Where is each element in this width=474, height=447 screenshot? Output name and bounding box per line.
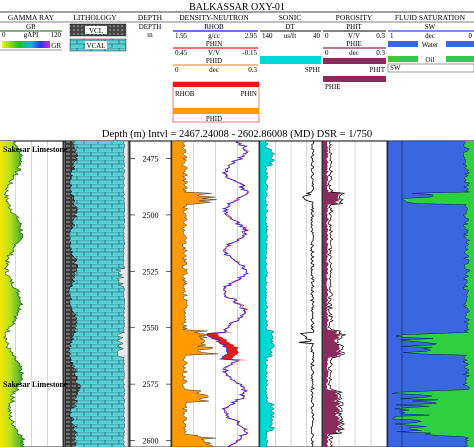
- header-density-neutron: DENSITY-NEUTRON RHOB 1.95 g/cc 2.95 PHIN…: [172, 13, 260, 123]
- phit-min: 0: [325, 32, 329, 40]
- phie-fill: [323, 141, 343, 447]
- track-headers: GAMMA RAY GR 0 gAPI 120 GR LITHOLOGY VCL…: [0, 11, 474, 123]
- vcal-legend-label: VCAL: [86, 42, 105, 50]
- chart-title: BALKASSAR OXY-01: [189, 2, 285, 13]
- dt-curve-name: DT: [285, 23, 295, 31]
- phin-min: 0.45: [175, 49, 188, 57]
- sw-max: 0: [469, 32, 473, 40]
- log-body: [0, 140, 474, 447]
- gr-min: 0: [2, 31, 6, 39]
- phid-unit: dec: [209, 66, 219, 74]
- fill-legend-phin: PHIN: [241, 90, 257, 98]
- dt-unit: us/ft: [284, 32, 297, 40]
- phin-max: -0.15: [242, 49, 257, 57]
- phid-min: 0: [175, 66, 179, 74]
- oil-fill-swatch: [388, 56, 418, 62]
- fill-legend-rhob: RHOB: [175, 90, 195, 98]
- header-sonic: SONIC DT 140 us/ft 40 SPHI: [260, 13, 321, 74]
- formation-label-top: Sakesar Limestone: [3, 145, 68, 154]
- sw-unit: dec: [425, 32, 435, 40]
- header-label-density-neutron: DENSITY-NEUTRON: [179, 13, 249, 22]
- phie-unit: dec: [349, 49, 359, 57]
- dt-curve: [298, 140, 315, 447]
- water-fill: [387, 140, 471, 447]
- header-porosity: POROSITY PHIT 0 V/V 0.3 PHIE 0 dec 0.3 P…: [323, 13, 386, 91]
- water-fill-label: Water: [422, 41, 439, 49]
- phit-max: 0.3: [376, 32, 385, 40]
- rhob-min: 1.95: [175, 32, 188, 40]
- header-depth: DEPTH DEPTH m: [138, 13, 163, 39]
- header-label-sonic: SONIC: [279, 13, 302, 22]
- chart-subtitle: Depth (m) Intvl = 2467.24008 - 2602.8600…: [102, 129, 372, 140]
- fill-legend-phid: PHID: [206, 115, 222, 123]
- dt-min: 140: [262, 32, 273, 40]
- depth-unit: m: [147, 31, 153, 39]
- phie-fill-swatch: [323, 76, 386, 82]
- depth-tick-label: 2575: [143, 380, 159, 389]
- vcl-fill-right: [115, 140, 129, 447]
- water-fill-swatch: [388, 41, 418, 47]
- phid-fill: [171, 140, 219, 447]
- oil-fill-label: Oil: [426, 56, 435, 64]
- phie-curve-name: PHIE: [346, 40, 362, 48]
- phie-min: 0: [325, 49, 329, 57]
- dt-max: 40: [313, 32, 321, 40]
- header-lithology: LITHOLOGY VCL VCAL: [69, 13, 127, 52]
- rhob-unit: g/cc: [208, 32, 220, 40]
- phin-curve-name: PHIN: [206, 40, 222, 48]
- sphi-fill-swatch: [260, 56, 321, 64]
- phie-fill-label: PHIE: [325, 83, 341, 91]
- gr-color-bar: [2, 41, 50, 48]
- phid-curve-name: PHID: [206, 57, 222, 65]
- depth-tick-label: 2600: [143, 437, 159, 446]
- depth-tick-label: 2525: [143, 267, 159, 276]
- formation-label-bottom: Sakesar Limestone: [3, 380, 68, 389]
- phit-fill-label: PHIT: [369, 66, 385, 74]
- depth-tick-label: 2500: [143, 211, 159, 220]
- header-label-porosity: POROSITY: [336, 13, 373, 22]
- depth-axis: 2475 2500 2525 2550 2575 2600: [130, 155, 171, 446]
- gr-unit: gAPI: [24, 31, 39, 39]
- sw-fill-label: SW: [390, 64, 401, 72]
- rhob-max: 2.95: [245, 32, 258, 40]
- header-gamma-ray: GAMMA RAY GR 0 gAPI 120 GR: [0, 13, 62, 51]
- phit-fill-swatch: [323, 58, 386, 64]
- phie-max: 0.3: [376, 49, 385, 57]
- sw-min: 1: [390, 32, 394, 40]
- header-label-lithology: LITHOLOGY: [73, 13, 117, 22]
- depth-tick-label: 2550: [143, 324, 159, 333]
- header-label-depth: DEPTH: [138, 13, 163, 22]
- header-fluid-saturation: FLUID SATURATION SW 1 dec 0 Water Oil SW: [387, 13, 474, 73]
- gr-curve: [3, 140, 26, 447]
- gr-max: 120: [51, 31, 62, 39]
- phid-max: 0.3: [248, 66, 257, 74]
- header-label-fluid-saturation: FLUID SATURATION: [395, 13, 466, 22]
- phit-curve: [326, 140, 347, 447]
- phit-unit: V/V: [348, 32, 360, 40]
- phit-curve-name: PHIT: [346, 23, 362, 31]
- phin-curve: [206, 140, 250, 447]
- rhob-curve: [206, 140, 249, 447]
- vcl-legend-label: VCL: [89, 27, 103, 35]
- vcl-fill: [64, 140, 82, 447]
- depth-curve-name: DEPTH: [139, 23, 162, 31]
- track-frame-2: [129, 140, 172, 447]
- sphi-label: SPHI: [305, 66, 321, 74]
- header-label-gamma-ray: GAMMA RAY: [8, 13, 55, 22]
- phin-unit: V/V: [208, 49, 220, 57]
- sphi-fill: [259, 140, 276, 447]
- sw-curve-name: SW: [425, 23, 436, 31]
- depth-tick-label: 2475: [143, 155, 159, 164]
- gr-curve-name: GR: [26, 23, 36, 31]
- rhob-curve-name: RHOB: [204, 23, 224, 31]
- gr-bar-label: GR: [51, 42, 61, 50]
